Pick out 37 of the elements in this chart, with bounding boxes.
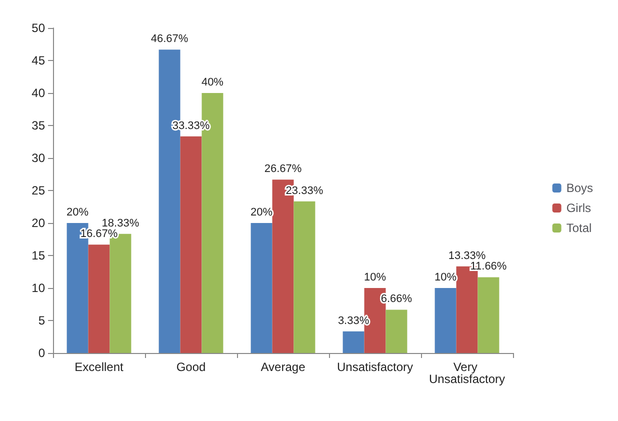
data-label: 20%	[66, 206, 89, 218]
x-tick-label: Good	[176, 360, 206, 374]
y-tick-label: 5	[38, 314, 46, 328]
bar	[180, 136, 202, 353]
x-tick-label: Unsatisfactory	[336, 360, 414, 374]
data-label: 26.67%	[264, 163, 302, 176]
legend-label: Total	[566, 221, 592, 235]
x-tick-label: Excellent	[74, 360, 124, 374]
data-label: 13.33%	[448, 250, 486, 262]
data-label: 20%	[250, 206, 273, 218]
y-tick-label: 0	[38, 346, 46, 360]
y-tick-label: 10	[32, 281, 46, 295]
y-tick-label: 30	[32, 151, 46, 165]
y-tick-label: 15	[32, 248, 46, 262]
legend-label: Boys	[566, 181, 594, 195]
data-label: 40%	[201, 76, 224, 88]
data-label: 46.67%	[150, 33, 188, 46]
y-tick-label: 45	[32, 54, 46, 68]
bar	[294, 201, 316, 353]
bar	[88, 244, 110, 353]
x-tick-label: Average	[260, 360, 306, 374]
y-tick-label: 35	[32, 118, 46, 132]
bar	[434, 288, 456, 353]
bar	[386, 310, 408, 353]
bar	[478, 277, 500, 353]
data-label: 11.66%	[470, 260, 507, 273]
y-tick-label: 40	[32, 86, 46, 100]
bar	[342, 331, 364, 353]
x-tick-label: Very Unsatisfactory	[428, 360, 506, 386]
data-label: 18.33%	[102, 217, 140, 230]
data-label: 10%	[364, 272, 386, 284]
y-tick-label: 50	[32, 21, 46, 35]
data-label: 10%	[434, 272, 457, 284]
y-tick-label: 20	[32, 216, 46, 230]
legend-label: Girls	[566, 201, 591, 215]
bar	[250, 223, 272, 353]
y-tick-label: 25	[32, 184, 46, 198]
